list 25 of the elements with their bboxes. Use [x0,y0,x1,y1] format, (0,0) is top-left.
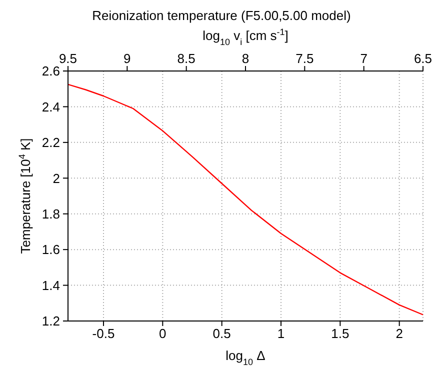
x2-tick-label: 6.5 [414,51,432,66]
y-tick-label: 1.4 [42,278,60,293]
x2-axis-title: log$_{10}$ v$_{i}$ [cm s$^{-1}$] [202,27,288,47]
x2-tick-label: 9 [124,51,131,66]
y-tick-label: 1.2 [42,314,60,329]
x-tick-label: 0 [159,326,166,342]
chart-title: Reionization temperature (F5.00,5.00 model) [91,8,352,25]
x-tick-label: 1.5 [331,326,350,342]
x-tick-label: 0.5 [212,326,231,342]
y-tick-label: 1.8 [42,206,60,222]
y-tick-label: 2 [52,170,60,186]
y-tick-label: 2.2 [42,135,60,150]
x2-tick-label: 7.5 [296,51,314,66]
x2-tick-label: 8 [242,51,250,66]
line-series [68,84,423,316]
x2-tick-label: 8.5 [177,51,196,66]
y-tick-label: 2.4 [42,99,60,114]
x-tick-label: 2 [396,326,403,342]
x2-tick-label: 7 [360,51,368,66]
x2-tick-label: 9.5 [58,51,78,66]
x-tick-label: 1 [277,326,285,342]
x-axis-title: log$_{10}$ Δ [226,348,266,367]
y-tick-label: 1.6 [42,242,60,258]
x-tick-label: -0.5 [92,326,115,342]
y-tick-label: 2.6 [42,64,60,79]
